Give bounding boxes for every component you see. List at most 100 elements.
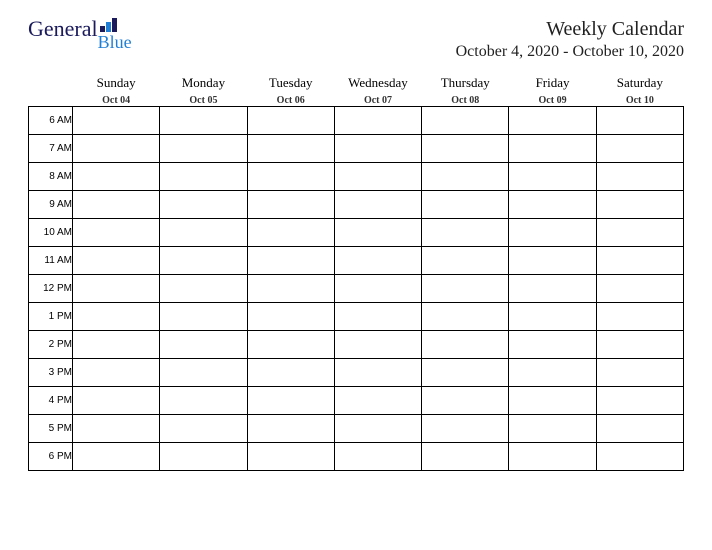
time-slot[interactable] — [73, 191, 160, 219]
hour-row: 5 PM — [29, 415, 684, 443]
time-slot[interactable] — [422, 191, 509, 219]
logo-stack: Blue — [98, 18, 132, 50]
time-slot[interactable] — [247, 443, 334, 471]
time-slot[interactable] — [160, 163, 247, 191]
time-slot[interactable] — [160, 107, 247, 135]
time-slot[interactable] — [334, 163, 421, 191]
time-slot[interactable] — [160, 247, 247, 275]
time-slot[interactable] — [422, 247, 509, 275]
time-slot[interactable] — [422, 275, 509, 303]
day-name: Friday — [509, 75, 596, 91]
time-slot[interactable] — [509, 135, 596, 163]
time-slot[interactable] — [509, 443, 596, 471]
hour-row: 6 AM — [29, 107, 684, 135]
time-slot[interactable] — [334, 359, 421, 387]
time-slot[interactable] — [509, 247, 596, 275]
time-slot[interactable] — [422, 443, 509, 471]
time-slot[interactable] — [334, 303, 421, 331]
time-slot[interactable] — [247, 219, 334, 247]
time-slot[interactable] — [73, 135, 160, 163]
time-slot[interactable] — [334, 107, 421, 135]
time-slot[interactable] — [596, 415, 683, 443]
time-slot[interactable] — [422, 387, 509, 415]
time-slot[interactable] — [73, 247, 160, 275]
time-slot[interactable] — [160, 415, 247, 443]
time-slot[interactable] — [247, 331, 334, 359]
time-slot[interactable] — [334, 415, 421, 443]
time-slot[interactable] — [73, 219, 160, 247]
time-slot[interactable] — [596, 359, 683, 387]
hour-row: 1 PM — [29, 303, 684, 331]
time-slot[interactable] — [596, 107, 683, 135]
time-slot[interactable] — [160, 303, 247, 331]
time-slot[interactable] — [422, 359, 509, 387]
time-slot[interactable] — [596, 303, 683, 331]
time-slot[interactable] — [334, 247, 421, 275]
time-slot[interactable] — [247, 163, 334, 191]
time-slot[interactable] — [247, 415, 334, 443]
time-slot[interactable] — [422, 163, 509, 191]
time-slot[interactable] — [160, 275, 247, 303]
time-slot[interactable] — [596, 219, 683, 247]
time-slot[interactable] — [596, 247, 683, 275]
time-slot[interactable] — [509, 275, 596, 303]
time-slot[interactable] — [334, 219, 421, 247]
time-slot[interactable] — [73, 415, 160, 443]
time-slot[interactable] — [596, 163, 683, 191]
time-slot[interactable] — [73, 331, 160, 359]
time-slot[interactable] — [73, 275, 160, 303]
day-header: Tuesday Oct 06 — [247, 75, 334, 107]
time-slot[interactable] — [73, 303, 160, 331]
time-slot[interactable] — [509, 331, 596, 359]
time-slot[interactable] — [73, 443, 160, 471]
time-slot[interactable] — [509, 163, 596, 191]
time-slot[interactable] — [422, 107, 509, 135]
time-slot[interactable] — [334, 331, 421, 359]
time-slot[interactable] — [73, 107, 160, 135]
time-slot[interactable] — [422, 303, 509, 331]
time-slot[interactable] — [247, 135, 334, 163]
time-slot[interactable] — [160, 387, 247, 415]
time-slot[interactable] — [509, 303, 596, 331]
time-slot[interactable] — [422, 219, 509, 247]
time-slot[interactable] — [596, 135, 683, 163]
time-slot[interactable] — [422, 415, 509, 443]
time-slot[interactable] — [509, 219, 596, 247]
time-slot[interactable] — [334, 275, 421, 303]
hour-row: 12 PM — [29, 275, 684, 303]
time-slot[interactable] — [334, 135, 421, 163]
time-slot[interactable] — [247, 247, 334, 275]
time-slot[interactable] — [334, 443, 421, 471]
time-slot[interactable] — [422, 331, 509, 359]
time-slot[interactable] — [247, 359, 334, 387]
time-slot[interactable] — [160, 191, 247, 219]
time-slot[interactable] — [160, 219, 247, 247]
time-slot[interactable] — [509, 387, 596, 415]
time-slot[interactable] — [247, 191, 334, 219]
time-slot[interactable] — [247, 275, 334, 303]
time-slot[interactable] — [596, 331, 683, 359]
time-slot[interactable] — [160, 331, 247, 359]
time-slot[interactable] — [509, 107, 596, 135]
time-slot[interactable] — [73, 387, 160, 415]
time-slot[interactable] — [247, 303, 334, 331]
time-slot[interactable] — [247, 387, 334, 415]
time-slot[interactable] — [509, 415, 596, 443]
time-slot[interactable] — [73, 359, 160, 387]
time-slot[interactable] — [73, 163, 160, 191]
time-slot[interactable] — [509, 359, 596, 387]
time-slot[interactable] — [596, 191, 683, 219]
time-slot[interactable] — [509, 191, 596, 219]
time-slot[interactable] — [160, 359, 247, 387]
time-slot[interactable] — [422, 135, 509, 163]
day-date: Oct 06 — [247, 95, 334, 106]
time-slot[interactable] — [247, 107, 334, 135]
time-slot[interactable] — [334, 387, 421, 415]
time-slot[interactable] — [160, 135, 247, 163]
time-slot[interactable] — [160, 443, 247, 471]
time-slot[interactable] — [596, 443, 683, 471]
time-slot[interactable] — [596, 275, 683, 303]
time-label: 10 AM — [29, 219, 73, 247]
time-slot[interactable] — [596, 387, 683, 415]
time-slot[interactable] — [334, 191, 421, 219]
